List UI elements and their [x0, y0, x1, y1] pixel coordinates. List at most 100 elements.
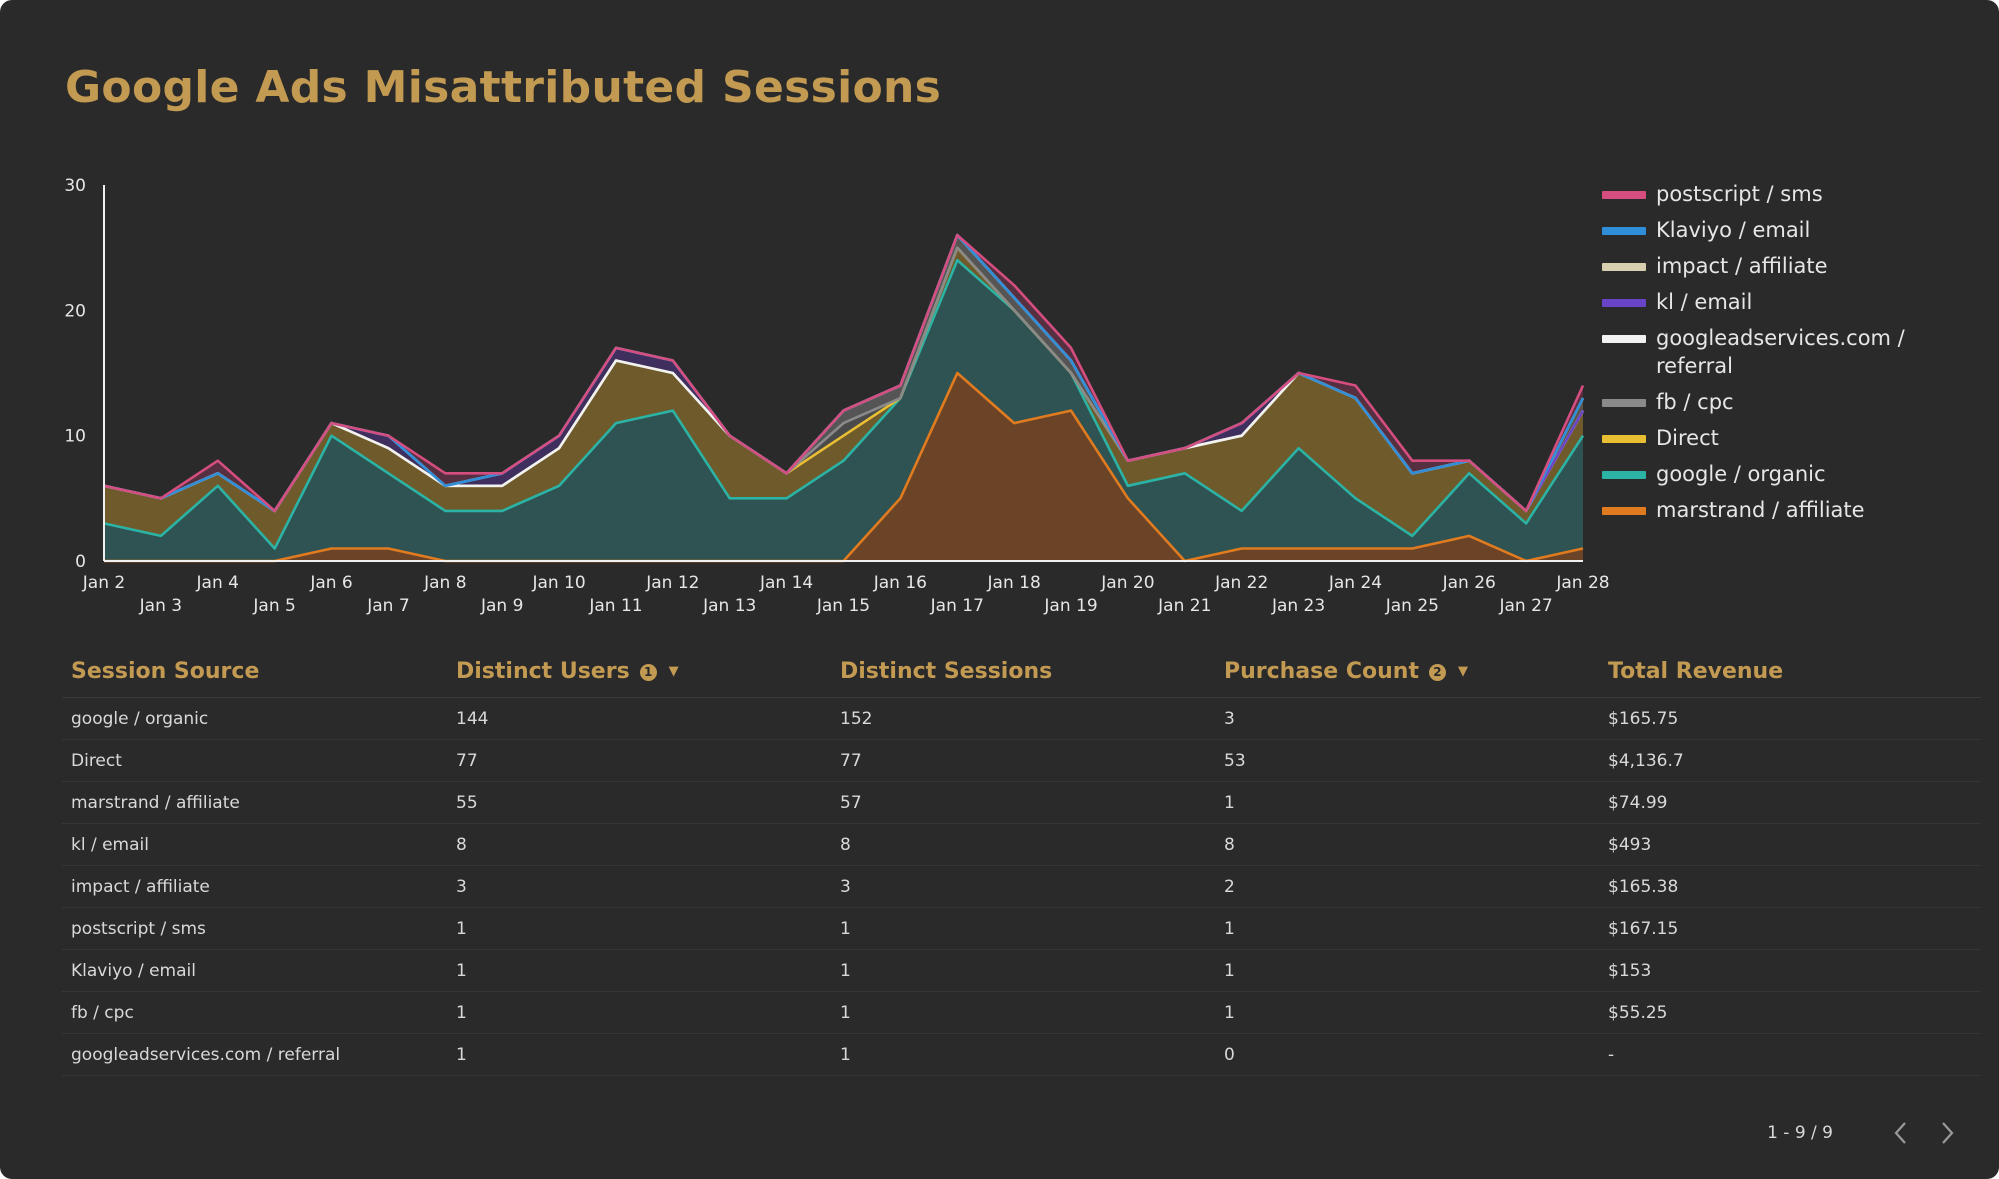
legend-item[interactable]: googleadservices.com / referral	[1602, 324, 1982, 380]
pagination-range: 1 - 9 / 9	[1767, 1123, 1833, 1143]
cell-sessions: 8	[831, 823, 1215, 866]
header-total-revenue[interactable]: Total Revenue	[1599, 645, 1981, 698]
page-title: Google Ads Misattributed Sessions	[65, 62, 942, 113]
x-tick-label: Jan 8	[423, 573, 466, 593]
info-icon[interactable]: 1	[639, 663, 657, 681]
legend-item[interactable]: Klaviyo / email	[1602, 216, 1982, 244]
cell-revenue: $74.99	[1599, 781, 1981, 824]
legend-swatch	[1602, 191, 1646, 199]
cell-sessions: 152	[831, 697, 1215, 740]
legend-swatch	[1602, 507, 1646, 515]
cell-users: 144	[447, 697, 831, 740]
x-tick-label: Jan 27	[1498, 596, 1552, 616]
x-tick-label: Jan 15	[816, 596, 870, 616]
series-area	[104, 247, 1583, 549]
cell-purchases: 1	[1215, 781, 1599, 824]
x-tick-label: Jan 14	[759, 573, 813, 593]
cell-sessions: 1	[831, 949, 1215, 992]
legend-item[interactable]: postscript / sms	[1602, 180, 1982, 208]
series-line	[103, 233, 1585, 513]
x-tick-label: Jan 24	[1328, 573, 1382, 593]
series-areas	[104, 235, 1583, 561]
x-tick-label: Jan 28	[1555, 573, 1609, 593]
previous-page-button[interactable]	[1885, 1118, 1915, 1148]
legend-label: Direct	[1656, 426, 1719, 450]
legend-swatch	[1602, 299, 1646, 307]
y-tick-label: 0	[75, 552, 86, 572]
table-row: googleadservices.com / referral 1 1 0-	[62, 1033, 1981, 1076]
legend-item[interactable]: impact / affiliate	[1602, 252, 1982, 280]
cell-sessions: 1	[831, 1033, 1215, 1076]
x-tick-label: Jan 16	[873, 573, 927, 593]
cell-source: kl / email	[62, 823, 447, 866]
cell-users: 1	[447, 1033, 831, 1076]
chart-tick-labels: 0 10 20 30 Jan 2 Jan 3 Jan 4 Jan 5 Jan 6 Jan 7 Jan…	[64, 176, 1609, 616]
legend-label: kl / email	[1656, 290, 1753, 314]
header-distinct-sessions[interactable]: Distinct Sessions	[831, 645, 1215, 698]
legend-item[interactable]: kl / email	[1602, 288, 1982, 316]
x-tick-label: Jan 18	[987, 573, 1041, 593]
x-tick-label: Jan 7	[366, 596, 409, 616]
x-tick-label: Jan 25	[1385, 596, 1439, 616]
legend-item[interactable]: fb / cpc	[1602, 388, 1982, 416]
legend-item[interactable]: marstrand / affiliate	[1602, 496, 1982, 524]
header-session-source[interactable]: Session Source	[62, 645, 447, 698]
legend-swatch	[1602, 263, 1646, 271]
cell-users: 8	[447, 823, 831, 866]
legend-label: google / organic	[1656, 462, 1826, 486]
x-tick-label: Jan 21	[1157, 596, 1211, 616]
cell-purchases: 53	[1215, 739, 1599, 782]
cell-revenue: $55.25	[1599, 991, 1981, 1034]
cell-source: marstrand / affiliate	[62, 781, 447, 824]
x-tick-label: Jan 26	[1442, 573, 1496, 593]
next-page-button[interactable]	[1933, 1118, 1963, 1148]
cell-purchases: 3	[1215, 697, 1599, 740]
header-distinct-users[interactable]: Distinct Users 1 ▼	[447, 645, 831, 698]
info-icon[interactable]: 2	[1428, 663, 1446, 681]
chevron-right-icon	[1942, 1122, 1954, 1144]
cell-sessions: 1	[831, 907, 1215, 950]
table-body: google / organic 144 152 3 $165.75 Direct 77 77…	[62, 697, 1981, 1076]
cell-purchases: 1	[1215, 949, 1599, 992]
y-tick-label: 20	[64, 301, 86, 321]
chart-legend: postscript / sms Klaviyo / email impact / …	[1602, 180, 1982, 532]
cell-source: postscript / sms	[62, 907, 447, 950]
cell-revenue: $153	[1599, 949, 1981, 992]
header-label: Purchase Count	[1224, 658, 1419, 684]
y-tick-label: 30	[64, 176, 86, 196]
table-header-row: Session Source Distinct Users 1 ▼ Distinct…	[62, 645, 1981, 698]
cell-purchases: 0	[1215, 1033, 1599, 1076]
chevron-left-icon	[1894, 1122, 1906, 1144]
header-label: Distinct Sessions	[840, 658, 1053, 684]
series-area	[104, 260, 1583, 561]
cell-users: 1	[447, 907, 831, 950]
cell-source: impact / affiliate	[62, 865, 447, 908]
series-line	[103, 258, 1585, 550]
x-tick-label: Jan 12	[645, 573, 699, 593]
sort-desc-icon[interactable]: ▼	[1457, 663, 1468, 679]
x-tick-label: Jan 11	[588, 596, 642, 616]
legend-label: Klaviyo / email	[1656, 218, 1811, 242]
cell-users: 55	[447, 781, 831, 824]
cell-source: fb / cpc	[62, 991, 447, 1034]
chart-axes	[103, 185, 1583, 562]
sort-desc-icon[interactable]: ▼	[668, 663, 679, 679]
header-purchase-count[interactable]: Purchase Count 2 ▼	[1215, 645, 1599, 698]
cell-purchases: 8	[1215, 823, 1599, 866]
table-row: kl / email 8 8 8 $493	[62, 823, 1981, 866]
cell-sessions: 77	[831, 739, 1215, 782]
cell-revenue: -	[1599, 1033, 1981, 1076]
x-tick-label: Jan 3	[139, 596, 182, 616]
legend-item[interactable]: Direct	[1602, 424, 1982, 452]
table-row: Direct 77 77 53 $4,136.7	[62, 739, 1981, 782]
cell-users: 3	[447, 865, 831, 908]
header-label: Session Source	[71, 658, 260, 684]
x-tick-label: Jan 17	[930, 596, 984, 616]
cell-purchases: 2	[1215, 865, 1599, 908]
cell-revenue: $165.38	[1599, 865, 1981, 908]
legend-label: impact / affiliate	[1656, 254, 1828, 278]
header-label: Total Revenue	[1608, 658, 1784, 684]
x-tick-label: Jan 20	[1100, 573, 1154, 593]
legend-item[interactable]: google / organic	[1602, 460, 1982, 488]
